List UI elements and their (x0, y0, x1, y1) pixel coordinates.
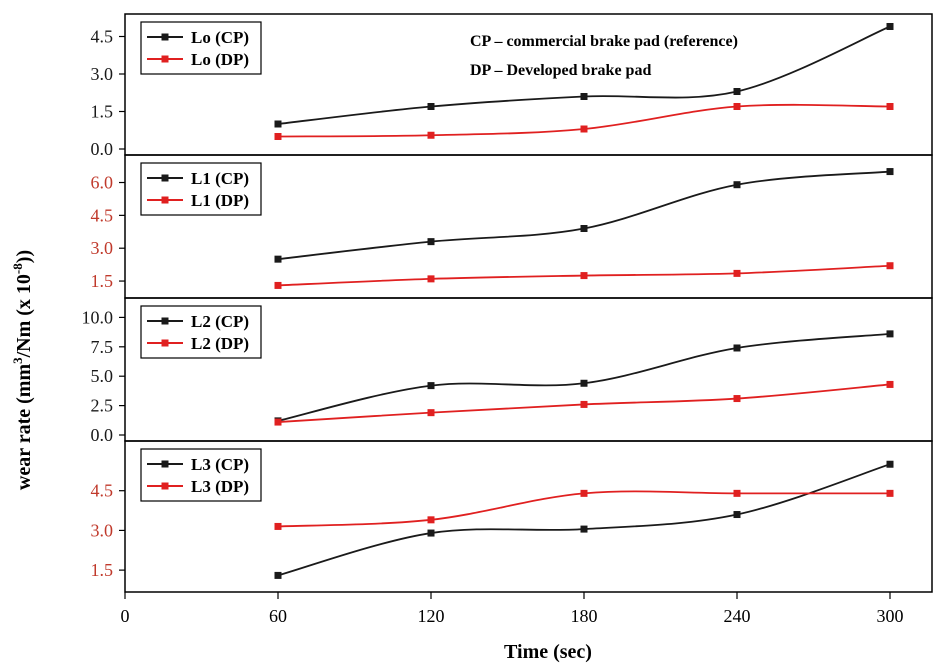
legend-swatch-marker (161, 174, 169, 182)
legend-L3: L3 (CP) L3 (DP) (140, 448, 262, 502)
panel-L3: 1.5 3.0 4.5 L3 (CP) L3 (DP) (91, 440, 933, 593)
data-point (274, 133, 282, 140)
data-point (274, 255, 282, 263)
x-tick-label: 240 (724, 606, 751, 626)
data-point (733, 103, 741, 110)
data-point (886, 168, 894, 176)
legend-label: L2 (CP) (191, 312, 249, 331)
data-point (427, 275, 435, 283)
data-point (274, 281, 282, 289)
data-point (427, 409, 435, 417)
data-point (580, 379, 588, 387)
y-tick-label: 4.5 (91, 205, 114, 225)
data-point (886, 489, 894, 497)
data-point (580, 400, 588, 408)
x-axis: 0 60 120 180 240 300 (121, 592, 904, 626)
panel-L1: 1.5 3.0 4.5 6.0 L1 (CP) L1 (DP) (91, 154, 933, 299)
data-point (733, 489, 741, 497)
data-point (274, 522, 282, 530)
data-point (733, 269, 741, 277)
panel-Lo: 0.0 1.5 3.0 4.5 Lo (CP) Lo (DP) (91, 13, 933, 159)
legend-label: Lo (CP) (191, 28, 249, 47)
legend-label: L2 (DP) (191, 334, 249, 353)
series-line (277, 170, 891, 261)
y-tick-label: 3.0 (91, 64, 114, 84)
data-point (427, 516, 435, 524)
legend-label: L3 (DP) (191, 477, 249, 496)
data-point (427, 238, 435, 246)
data-point (733, 395, 741, 403)
data-point (733, 344, 741, 352)
x-tick-label: 120 (418, 606, 445, 626)
data-point (886, 330, 894, 338)
data-point (733, 88, 741, 95)
data-point (733, 181, 741, 189)
panel-frame (124, 440, 933, 593)
data-point (886, 460, 894, 468)
y-tick-label: 7.5 (91, 337, 114, 357)
series-line (277, 463, 891, 577)
x-tick-label: 0 (121, 606, 130, 626)
legend-box (140, 162, 262, 216)
data-point (580, 93, 588, 100)
x-axis-title: Time (sec) (504, 641, 592, 663)
legend-label: Lo (DP) (191, 50, 249, 69)
legend-L2: L2 (CP) L2 (DP) (140, 305, 262, 359)
legend-swatch-marker (161, 33, 169, 41)
y-tick-label: 1.5 (91, 102, 114, 122)
data-point (886, 262, 894, 270)
data-point (427, 529, 435, 537)
data-point (886, 380, 894, 388)
y-tick-label: 2.5 (91, 396, 114, 416)
data-point (427, 382, 435, 390)
x-tick-label: 60 (269, 606, 287, 626)
data-point (274, 571, 282, 579)
y-tick-label: 4.5 (91, 481, 114, 501)
data-point (427, 103, 435, 110)
panel-L2: 0.0 2.5 5.0 7.5 10.0 L2 (CP) L2 (DP) (82, 297, 933, 445)
legend-swatch-marker (161, 317, 169, 325)
note-cp: CP – commercial brake pad (reference) (470, 33, 738, 50)
legend-label: L1 (DP) (191, 191, 249, 210)
data-point (733, 511, 741, 519)
data-point (886, 23, 894, 30)
y-tick-label: 10.0 (82, 307, 114, 327)
legend-swatch-marker (161, 196, 169, 204)
data-point (580, 125, 588, 133)
data-point (427, 131, 435, 139)
y-tick-label: 1.5 (91, 271, 114, 291)
legend-label: L3 (CP) (191, 455, 249, 474)
legend-Lo: Lo (CP) Lo (DP) (140, 21, 262, 75)
y-tick-label: 0.0 (91, 139, 114, 159)
data-point (580, 272, 588, 280)
x-tick-label: 300 (877, 606, 904, 626)
data-point (580, 525, 588, 533)
x-tick-label: 180 (571, 606, 598, 626)
data-point (274, 418, 282, 426)
legend-swatch-marker (161, 55, 169, 63)
legend-swatch-marker (161, 482, 169, 490)
y-axis-title: wear rate (mm3/Nm (x 10-8)) (10, 250, 35, 490)
legend-box (140, 21, 262, 75)
panels-layer: 0.0 1.5 3.0 4.5 Lo (CP) Lo (DP) 1.5 3.0 4.5 6.0 L1… (82, 13, 933, 593)
y-tick-label: 1.5 (91, 560, 114, 580)
legend-label: L1 (CP) (191, 169, 249, 188)
y-tick-label: 5.0 (91, 366, 114, 386)
y-tick-label: 6.0 (91, 173, 114, 193)
legend-box (140, 448, 262, 502)
note-dp: DP – Developed brake pad (470, 62, 651, 79)
legend-box (140, 305, 262, 359)
legend-swatch-marker (161, 339, 169, 347)
data-point (580, 489, 588, 497)
y-tick-label: 3.0 (91, 238, 114, 258)
y-tick-label: 4.5 (91, 27, 114, 47)
y-tick-label: 3.0 (91, 520, 114, 540)
data-point (886, 103, 894, 110)
data-point (580, 225, 588, 232)
data-point (274, 120, 282, 128)
legend-L1: L1 (CP) L1 (DP) (140, 162, 262, 216)
legend-swatch-marker (161, 460, 169, 468)
y-tick-label: 0.0 (91, 425, 114, 445)
